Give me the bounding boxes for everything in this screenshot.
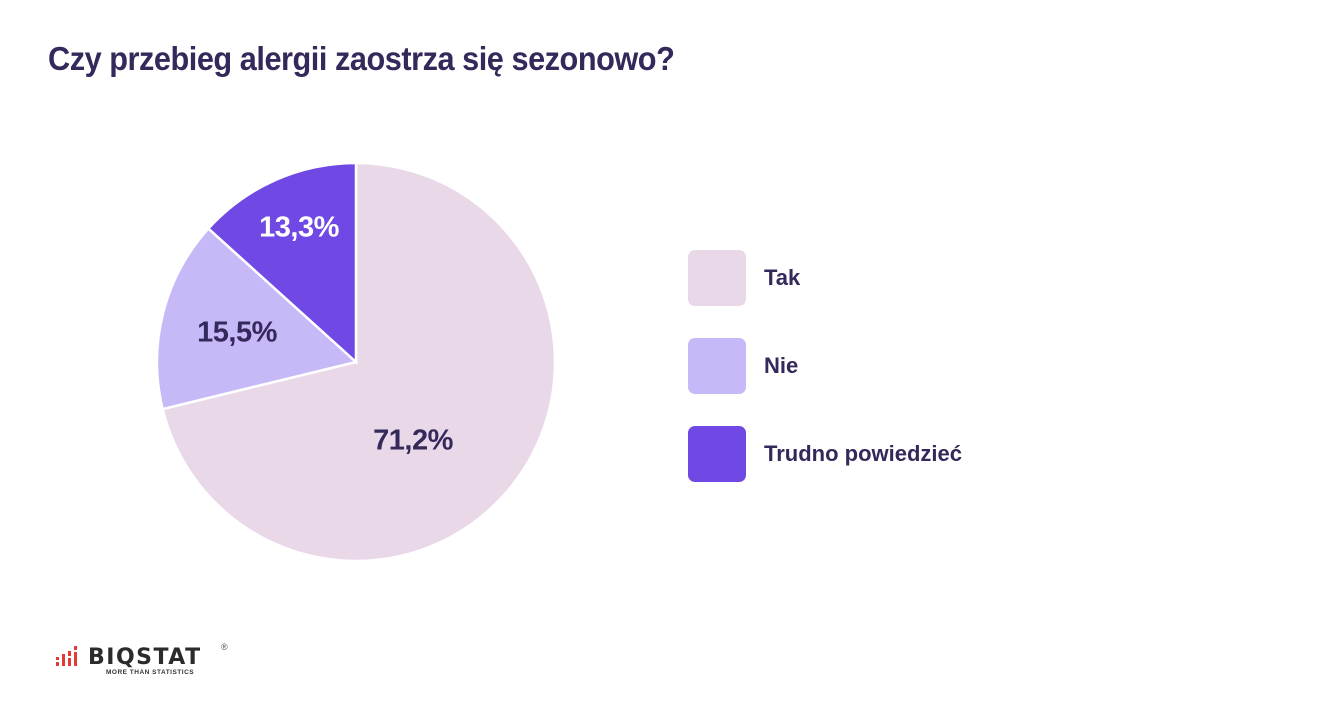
logo-tagline: MORE THAN STATISTICS <box>106 669 195 676</box>
slice-label-nie: 15,5% <box>197 316 277 349</box>
legend-item-trudno: Trudno powiedzieć <box>688 426 1088 482</box>
pie-slice-nie <box>155 226 359 411</box>
slice-label-tak: 71,2% <box>373 424 453 457</box>
legend-swatch-nie <box>688 338 746 394</box>
legend-swatch-trudno <box>688 426 746 482</box>
logo-bars-icon <box>56 646 77 666</box>
logo-registered-mark: ® <box>221 642 228 652</box>
logo-wordmark: BIQSTAT <box>88 645 202 670</box>
legend-item-tak: Tak <box>688 250 1088 306</box>
legend-label-trudno: Trudno powiedzieć <box>764 441 963 466</box>
biostat-logo: BIQSTAT ® MORE THAN STATISTICS <box>56 642 236 678</box>
pie-svg <box>155 161 557 563</box>
pie-slice-tak <box>161 161 557 563</box>
chart-title: Czy przebieg alergii zaostrza się sezono… <box>48 40 675 77</box>
legend-label-nie: Nie <box>764 353 799 378</box>
legend-item-nie: Nie <box>688 338 1088 394</box>
slice-label-trudno: 13,3% <box>259 211 339 244</box>
legend-label-tak: Tak <box>764 265 801 290</box>
pie-chart: 71,2% 15,5% 13,3% <box>0 0 700 620</box>
pie-slice-trudno <box>206 161 358 365</box>
legend-swatch-tak <box>688 250 746 306</box>
